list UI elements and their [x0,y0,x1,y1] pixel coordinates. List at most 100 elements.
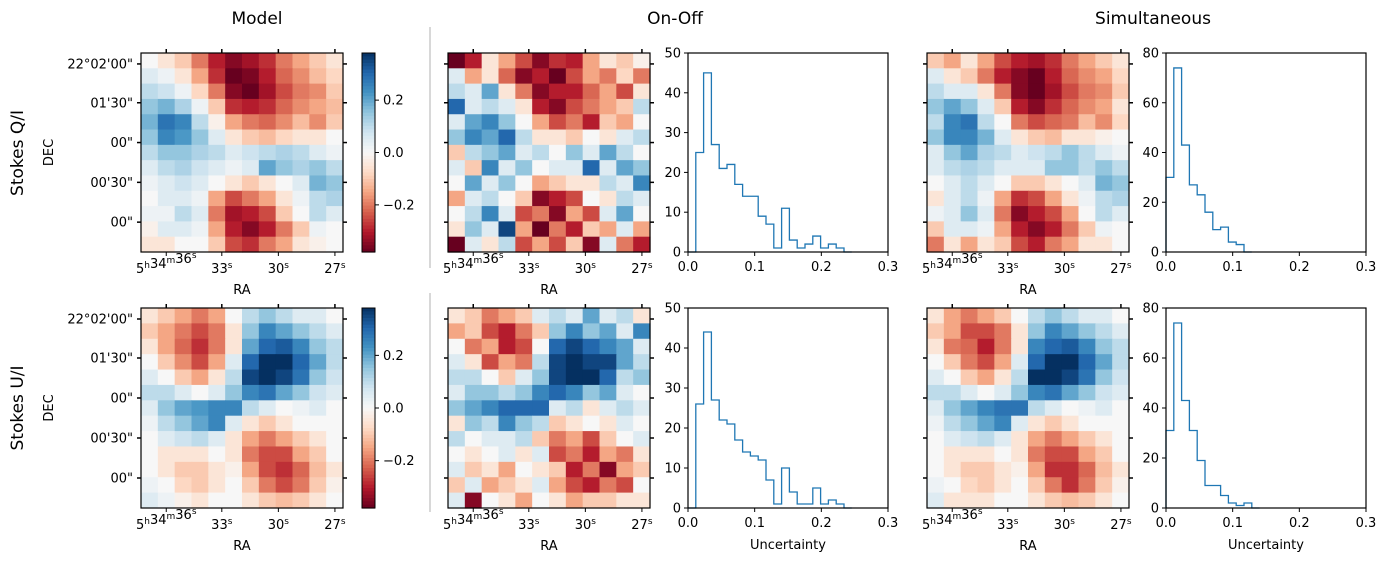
heatmap-cell [191,53,209,69]
heatmap-cell [549,68,567,85]
heatmap-cell [1061,206,1080,222]
heatmap-cell [1044,338,1063,355]
heatmap-cell [565,384,584,401]
heatmap-cell [275,190,294,207]
heatmap-cell [565,415,584,432]
colorbar-segment [362,388,375,392]
heatmap-cell [481,68,500,85]
heatmap-cell [943,400,962,417]
histogram-line [1165,322,1260,509]
heatmap-cell [1028,53,1046,69]
heatmap-cell [1112,221,1130,238]
heatmap-cell [927,83,945,100]
heatmap-cell [565,129,584,146]
heatmap-cell [481,144,500,161]
hist-x-tick-label: 0.1 [1222,260,1243,275]
heatmap-cell [258,129,277,146]
heatmap-cell [326,461,344,478]
colorbar-segment [362,172,375,177]
heatmap-cell [616,114,634,131]
heatmap-cell [275,83,294,100]
heatmap-cell [633,221,651,238]
heatmap-cell [927,221,945,238]
heatmap-cell [1078,175,1096,192]
colorbar-segment [362,149,375,154]
heatmap-cell [1112,206,1130,222]
heatmap-cell [191,461,209,478]
colorbar-segment [362,484,375,489]
heatmap-cell [633,236,651,253]
heatmap-cell [599,160,617,177]
heatmap-cell [448,338,466,355]
heatmap-cell [191,68,209,85]
heatmap-cell [960,461,979,478]
heatmap-cell [141,369,159,386]
heatmap-cell [565,206,584,222]
heatmap-cell [448,477,466,494]
heatmap-cell [292,431,310,448]
heatmap-cell [174,400,193,417]
heatmap-cell [616,384,634,401]
heatmap-cell [515,221,533,238]
histogram-line [1165,67,1252,253]
heatmap-cell [464,415,483,432]
heatmap-cell [633,338,651,355]
heatmap-cell [1044,221,1063,238]
heatmap-cell [633,68,651,85]
heatmap-cell [275,323,294,340]
heatmap-cell [275,384,294,401]
heatmap-cell [141,129,159,146]
heatmap-cell [599,431,617,448]
heatmap-cell [633,98,651,115]
heatmap-cell [582,446,601,463]
colorbar-segment [362,79,375,84]
heatmap-cell [1011,400,1029,417]
heatmap-cell [633,431,651,448]
colorbar-segment [362,225,375,230]
heatmap-cell [157,221,176,238]
heatmap-cell [191,221,209,238]
heatmap-cell [599,400,617,417]
heatmap-cell [1095,415,1113,432]
heatmap-cell [943,461,962,478]
heatmap-cell [448,175,466,192]
heatmap-cell [309,431,327,448]
heatmap-cell [1011,114,1029,131]
colorbar-segment [362,215,375,220]
heatmap-cell [258,160,277,177]
heatmap-cell [549,492,567,509]
heatmap-cell [532,175,550,192]
heatmap-cell [565,308,584,324]
heatmap-cell [448,236,466,253]
heatmap-cell [258,369,277,386]
heatmap-cell [157,98,176,115]
colorbar-segment [362,139,375,144]
heatmap-cell [582,53,601,69]
heatmap-cell [275,175,294,192]
heatmap-cell [242,338,260,355]
heatmap-cell [258,400,277,417]
colorbar-segment [362,424,375,429]
hist-frame [1165,307,1367,509]
heatmap-cell [1028,369,1046,386]
dec-tick-label: 00" [110,216,133,231]
hist-y-tick-label: 40 [664,342,681,357]
heatmap-cell [481,175,500,192]
colorbar-segment [362,208,375,213]
heatmap-cell [532,492,550,509]
heatmap-cell [633,400,651,417]
heatmap-cell [994,477,1012,494]
heatmap-cell [582,431,601,448]
heatmap-cell [464,129,483,146]
heatmap-cell [532,338,550,355]
heatmap-cell [242,323,260,340]
colorbar-segment [362,364,375,369]
colorbar-segment [362,235,375,240]
heatmap-cell [994,236,1012,253]
heatmap-cell [599,83,617,100]
heatmap-cell [549,175,567,192]
heatmap-cell [532,68,550,85]
heatmap-cell [616,308,634,324]
heatmap-cell [977,384,995,401]
heatmap-cell [532,236,550,253]
